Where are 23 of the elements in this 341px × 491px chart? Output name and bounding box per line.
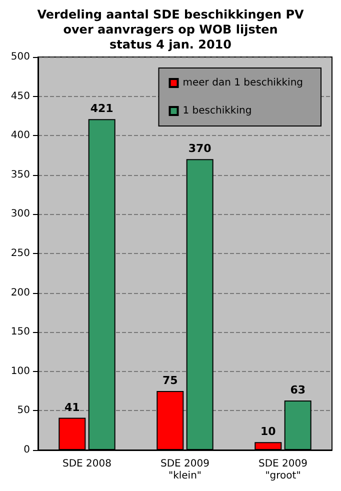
x-tick-label: SDE 2008 <box>62 458 112 470</box>
y-tick-label: 500 <box>10 52 30 62</box>
y-tick-label: 250 <box>10 248 30 259</box>
data-label: 10 <box>260 425 276 438</box>
chart-title: Verdeling aantal SDE beschikkingen PV over aanvragers op WOB lijsten status 4 jan. 2010 <box>37 8 304 52</box>
x-tick-label: SDE 2009 "klein" <box>160 458 210 482</box>
legend-label: 1 beschikking <box>182 106 252 116</box>
y-tick-label: 450 <box>10 90 30 102</box>
data-label: 421 <box>90 102 114 116</box>
y-tick-label: 150 <box>10 326 30 338</box>
x-tick-label: SDE 2009 "groot" <box>258 458 308 482</box>
y-tick-label: 350 <box>10 169 30 180</box>
y-tick-label: 0 <box>24 444 30 456</box>
y-tick-label: 50 <box>17 405 30 416</box>
data-label: 63 <box>290 383 306 396</box>
data-label: 41 <box>64 400 80 414</box>
y-tick-label: 200 <box>10 287 30 298</box>
data-label: 75 <box>162 374 178 388</box>
y-tick-label: 100 <box>10 366 30 377</box>
y-tick-label: 300 <box>10 208 30 220</box>
legend-label: meer dan 1 beschikking <box>182 78 304 88</box>
y-tick-label: 400 <box>10 130 30 142</box>
data-label: 370 <box>188 142 212 156</box>
